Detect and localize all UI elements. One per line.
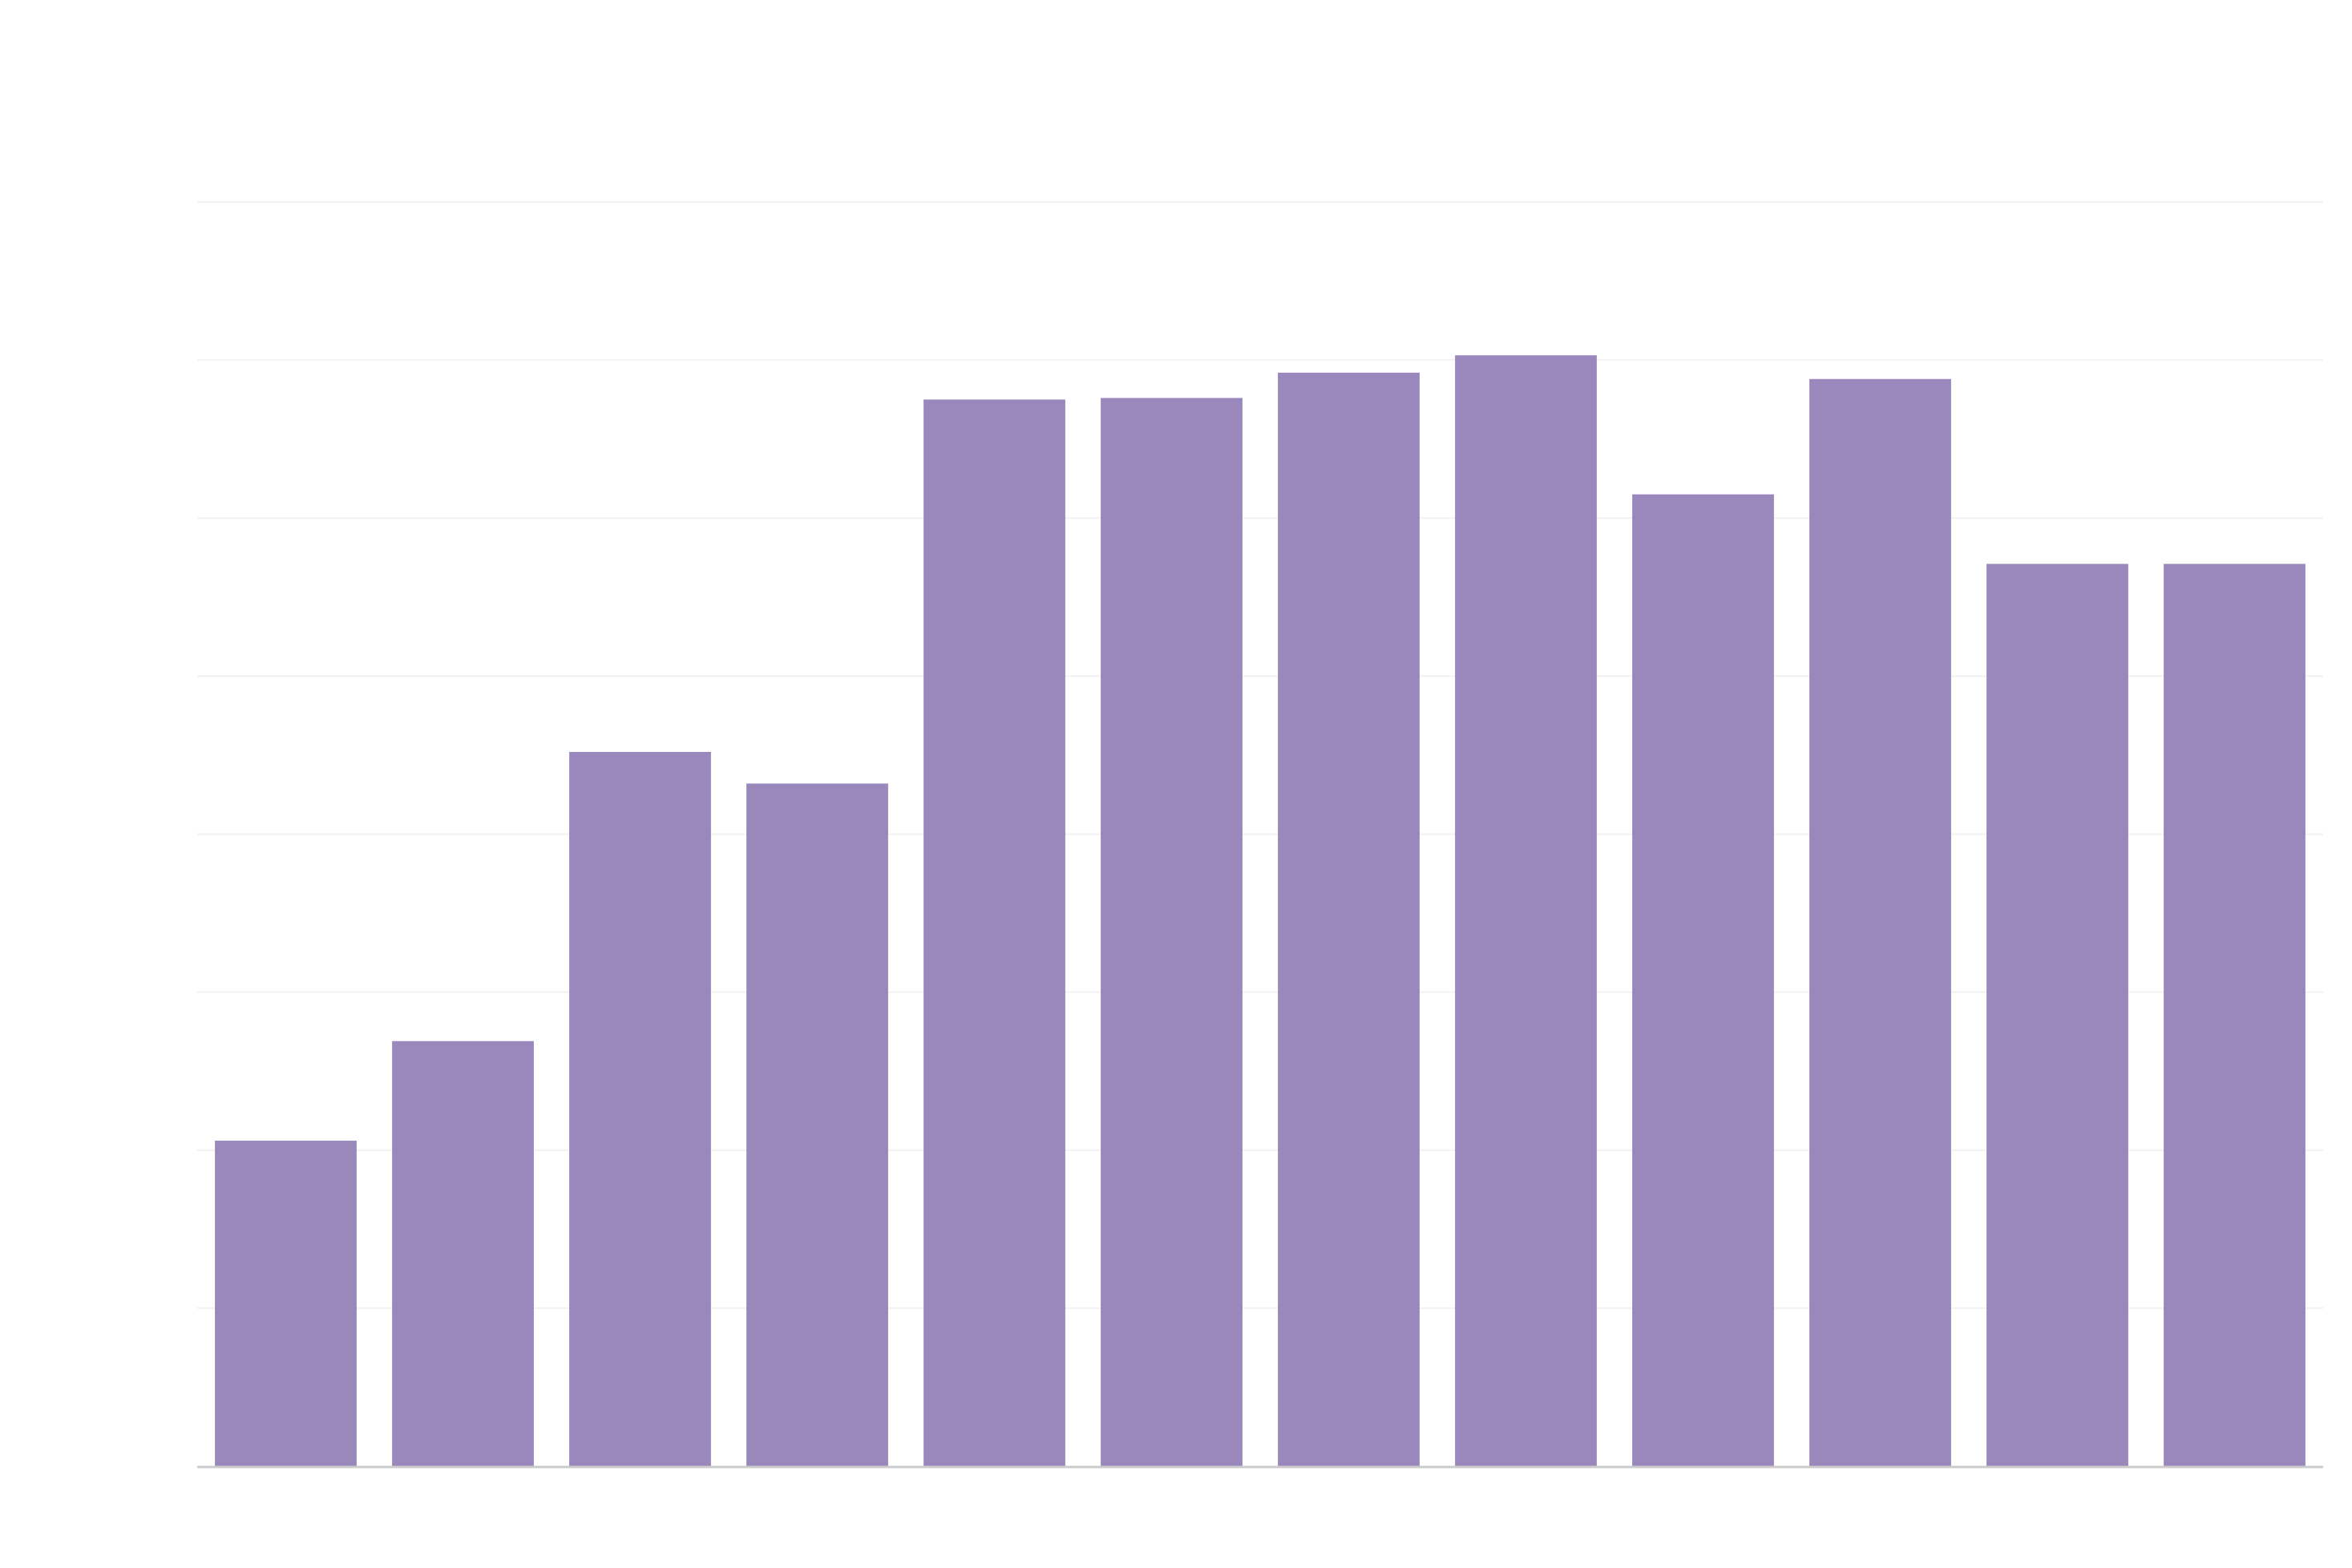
bar bbox=[392, 1041, 534, 1466]
bar bbox=[215, 1140, 357, 1466]
bar bbox=[746, 783, 888, 1466]
bar bbox=[1986, 564, 2128, 1466]
bar bbox=[1101, 398, 1243, 1466]
bar bbox=[1278, 372, 1420, 1466]
bar bbox=[1632, 494, 1774, 1466]
bar bbox=[923, 399, 1065, 1466]
gridlines bbox=[197, 201, 2323, 1309]
bars bbox=[215, 355, 2306, 1467]
bar bbox=[569, 751, 711, 1466]
bar bbox=[1455, 355, 1597, 1467]
bar bbox=[2164, 564, 2306, 1466]
bar bbox=[1809, 378, 1951, 1466]
